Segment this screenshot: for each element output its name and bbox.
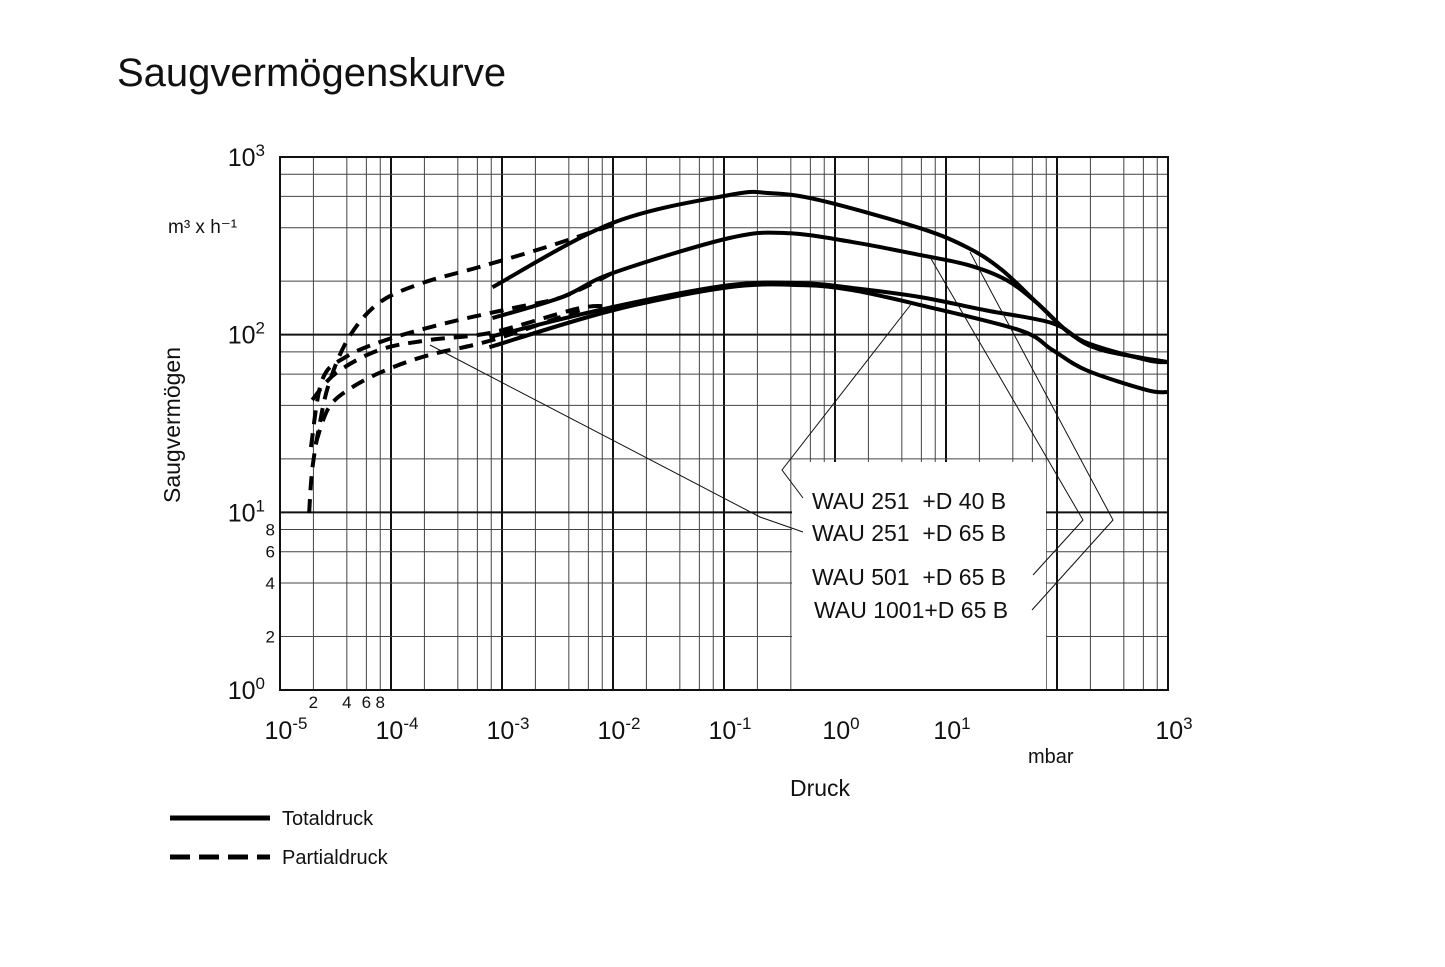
x-tick-label: 10-5	[265, 714, 308, 745]
tick-exponent: -3	[514, 714, 529, 733]
x-minor-tick-label: 8	[376, 693, 385, 712]
curve-label: WAU 501 +D 65 B	[812, 564, 1006, 590]
series-line-3	[488, 282, 1169, 395]
tick-base: 10	[265, 717, 293, 745]
leader-line-0	[781, 302, 913, 499]
x-tick-label: 100	[822, 714, 859, 745]
y-unit-label: m³ x h⁻¹	[168, 217, 237, 238]
plot-frame	[279, 156, 1169, 691]
tick-base: 10	[709, 717, 737, 745]
x-axis-label: Druck	[790, 775, 851, 801]
tick-exponent: -5	[292, 714, 307, 733]
tick-exponent: 1	[256, 496, 265, 515]
series-line-5	[308, 271, 614, 448]
tick-base: 10	[228, 144, 256, 172]
tick-base: 10	[376, 717, 404, 745]
tick-base: 10	[228, 499, 256, 527]
tick-exponent: -1	[736, 714, 751, 733]
tick-base: 10	[822, 717, 850, 745]
legend-label: Totaldruck	[282, 808, 374, 830]
curve-labels: WAU 251 +D 40 B WAU 251 +D 65 B WAU 501 +D…	[812, 488, 1008, 623]
x-minor-tick-label: 6	[362, 693, 371, 712]
y-minor-tick-label: 2	[266, 628, 275, 647]
x-tick-label: 103	[1155, 714, 1192, 745]
series-line-2	[488, 280, 1169, 365]
tick-base: 10	[228, 322, 256, 350]
legend: Totaldruck Partialdruck	[170, 808, 389, 869]
tick-base: 10	[598, 717, 626, 745]
tick-base: 10	[933, 717, 961, 745]
leader-line-3	[969, 251, 1114, 611]
series-line-6	[310, 304, 613, 402]
y-tick-label: 101	[228, 496, 265, 527]
x-tick-label: 10-3	[487, 714, 530, 745]
x-minor-tick-label: 4	[342, 693, 351, 712]
curve-label: WAU 251 +D 40 B	[812, 488, 1006, 514]
curve-label: WAU 1001+D 65 B	[814, 597, 1008, 623]
chart-title: Saugvermögenskurve	[117, 51, 506, 95]
x-tick-label: 101	[933, 714, 970, 745]
tick-exponent: 3	[256, 141, 265, 160]
x-tick-label: 10-4	[376, 714, 419, 745]
y-tick-label: 100	[228, 674, 265, 705]
tick-exponent: 1	[961, 714, 970, 733]
y-minor-tick-label: 4	[266, 574, 275, 593]
tick-exponent: 0	[256, 674, 265, 693]
leader-line-1	[429, 344, 804, 533]
leader-lines	[429, 251, 1114, 611]
axis-labels: 10-5 10-4 10-3 10-2 10-1 100 101 10310010110210…	[228, 141, 1193, 745]
leader-line-2	[929, 256, 1084, 576]
legend-label: Partialdruck	[282, 847, 389, 869]
x-unit-label: mbar	[1028, 746, 1074, 768]
curve-label: WAU 251 +D 65 B	[812, 520, 1006, 546]
tick-exponent: 3	[1183, 714, 1192, 733]
y-minor-tick-label: 6	[266, 543, 275, 562]
y-minor-tick-label: 8	[266, 521, 275, 540]
tick-exponent: -2	[625, 714, 640, 733]
x-tick-label: 10-1	[709, 714, 752, 745]
tick-exponent: 0	[850, 714, 859, 733]
tick-exponent: -4	[403, 714, 418, 733]
tick-base: 10	[487, 717, 515, 745]
curves	[307, 189, 1169, 514]
x-minor-tick-label: 2	[309, 693, 318, 712]
curve-label-box	[792, 462, 1046, 690]
series-line-4	[307, 223, 614, 514]
tick-base: 10	[1155, 717, 1183, 745]
tick-base: 10	[228, 677, 256, 705]
tick-exponent: 2	[256, 319, 265, 338]
y-axis-label: Saugvermögen	[159, 347, 185, 503]
y-tick-label: 102	[228, 319, 265, 350]
series-line-1	[491, 230, 1169, 365]
series-line-0	[491, 189, 1169, 365]
x-tick-label: 10-2	[598, 714, 641, 745]
y-tick-label: 103	[228, 141, 265, 172]
